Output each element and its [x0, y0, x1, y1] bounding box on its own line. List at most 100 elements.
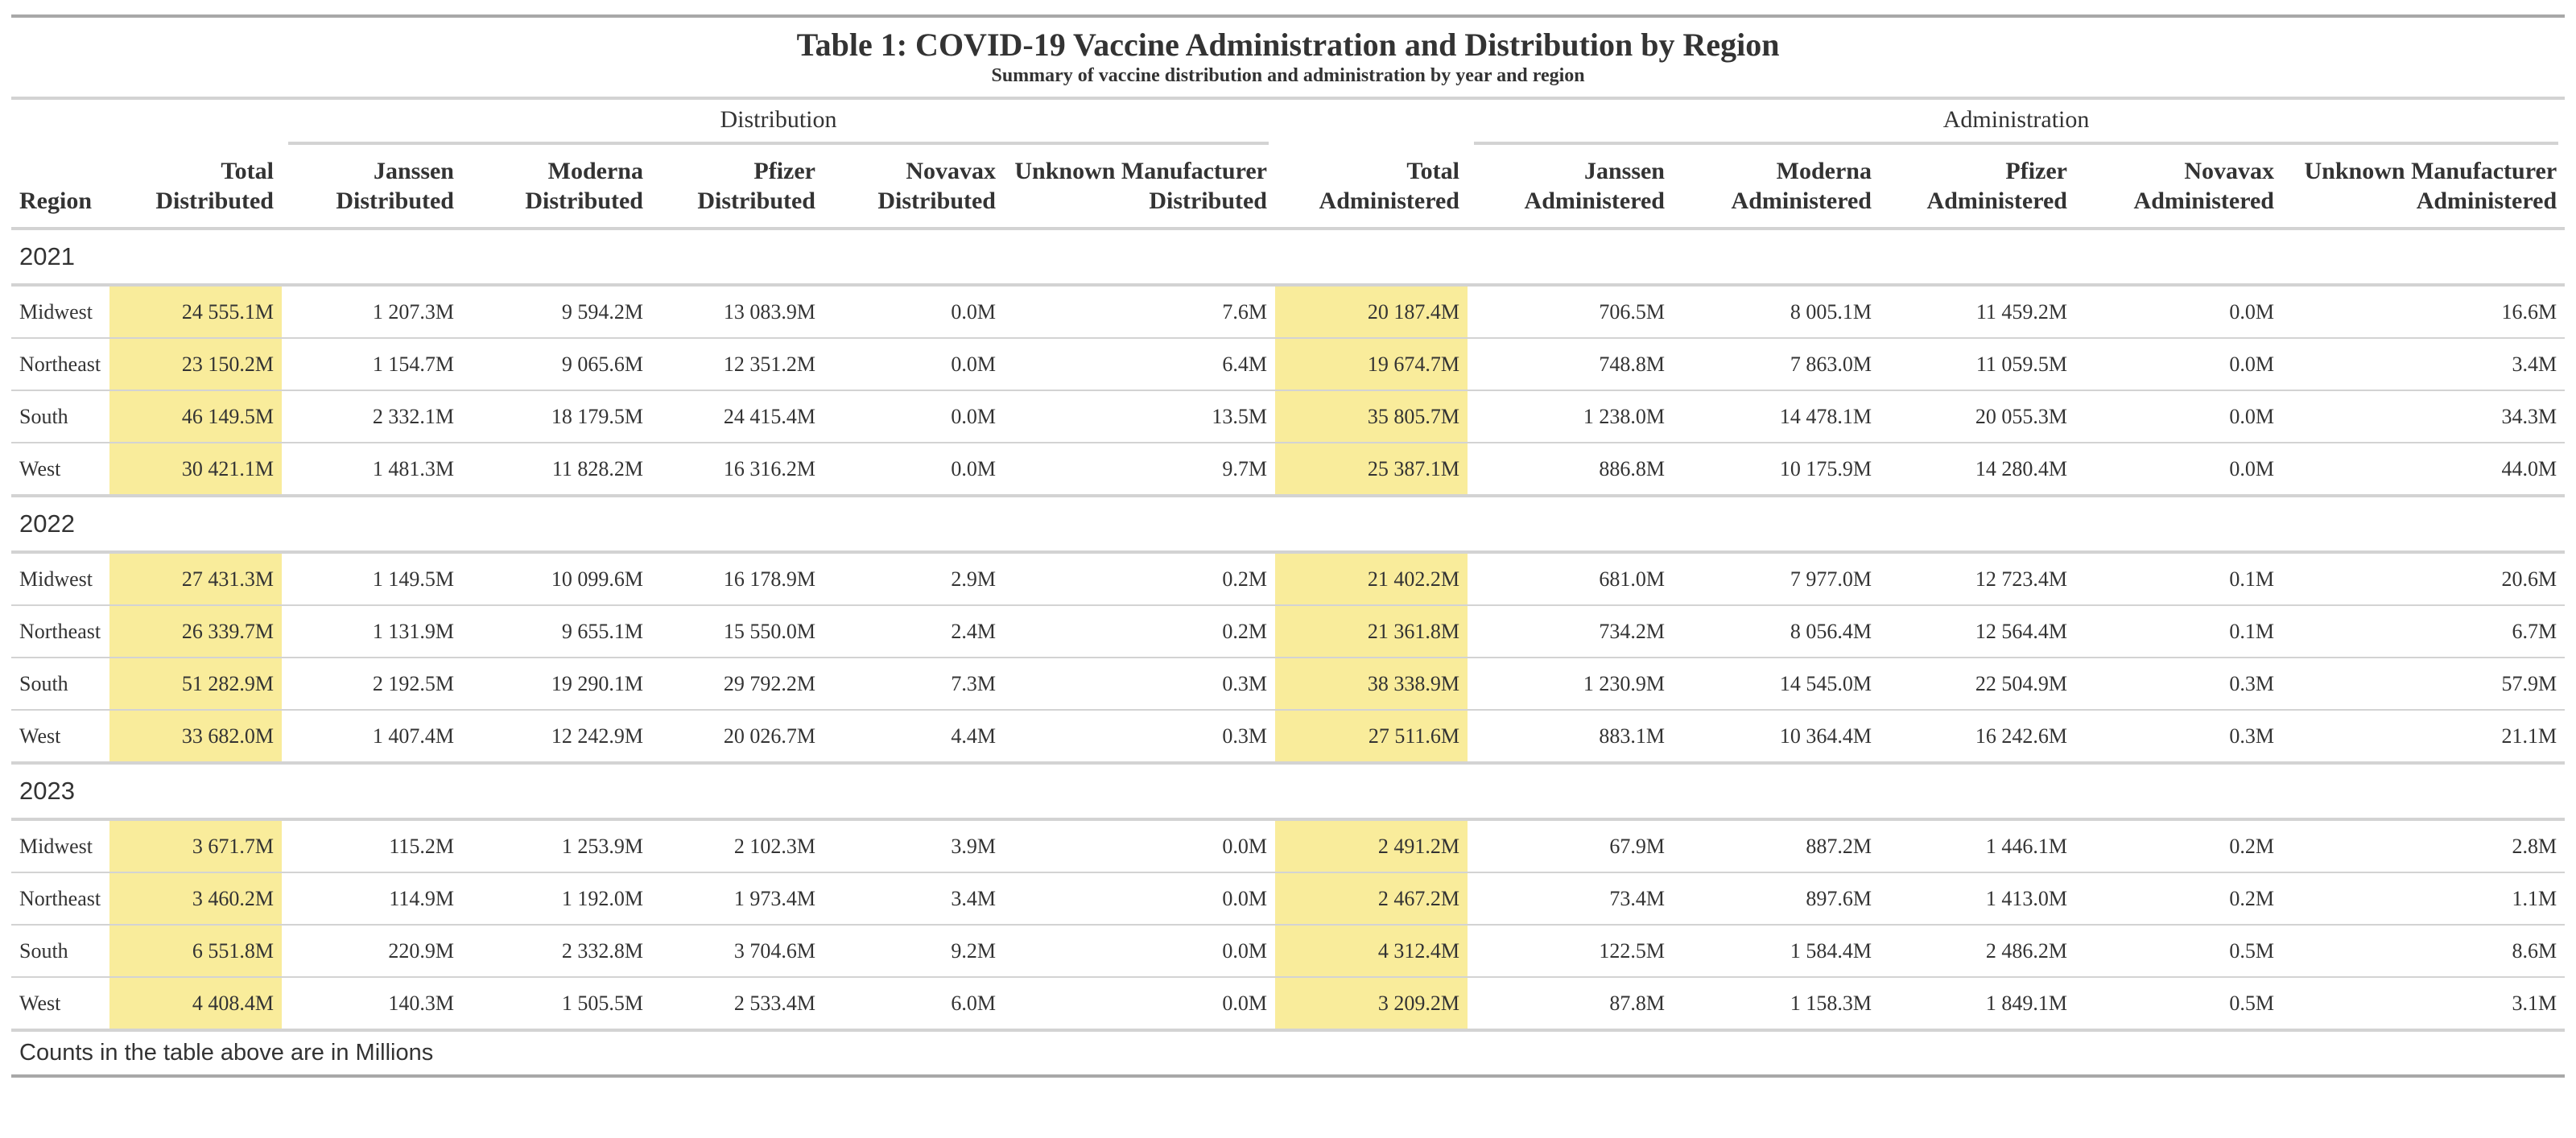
value-cell: 3.9M [824, 819, 1004, 873]
value-cell: 20 055.3M [1880, 390, 2075, 443]
region-cell: South [11, 658, 109, 711]
spanner-cell: Administration [1468, 98, 2565, 151]
value-cell: 46 149.5M [109, 390, 282, 443]
value-cell: 0.3M [1004, 658, 1275, 711]
value-cell: 0.0M [2075, 338, 2282, 391]
value-cell: 0.3M [2075, 710, 2282, 764]
value-cell: 8 056.4M [1673, 605, 1880, 658]
value-cell: 21 361.8M [1275, 605, 1468, 658]
spanner-empty [1275, 98, 1468, 151]
value-cell: 87.8M [1468, 977, 1673, 1031]
value-cell: 2 486.2M [1880, 925, 2075, 978]
value-cell: 73.4M [1468, 872, 1673, 926]
value-cell: 19 674.7M [1275, 338, 1468, 391]
value-cell: 1 505.5M [462, 977, 651, 1031]
value-cell: 1 158.3M [1673, 977, 1880, 1031]
value-cell: 27 511.6M [1275, 710, 1468, 764]
spanner-cell: Distribution [282, 98, 1275, 151]
title-row: Table 1: COVID-19 Vaccine Administration… [11, 16, 2565, 65]
value-cell: 1 230.9M [1468, 658, 1673, 711]
data-row: Northeast 23 150.2M 1 154.7M 9 065.6M 12 351… [11, 338, 2566, 391]
value-cell: 10 099.6M [462, 552, 651, 606]
value-cell: 16.6M [2282, 285, 2566, 339]
group-row: 2023 [11, 761, 2566, 821]
value-cell: 19 290.1M [462, 658, 651, 711]
value-cell: 2 467.2M [1275, 872, 1468, 926]
data-row: Midwest 3 671.7M 115.2M 1 253.9M 2 102.3M 3.9… [11, 819, 2566, 873]
value-cell: 16 242.6M [1880, 710, 2075, 764]
data-row: West 33 682.0M 1 407.4M 12 242.9M 20 026.7M 4… [11, 710, 2566, 764]
region-cell: Midwest [11, 819, 109, 873]
value-cell: 1 131.9M [282, 605, 462, 658]
value-cell: 15 550.0M [651, 605, 824, 658]
value-cell: 897.6M [1673, 872, 1880, 926]
region-cell: Northeast [11, 605, 109, 658]
value-cell: 6 551.8M [109, 925, 282, 978]
value-cell: 12 723.4M [1880, 552, 2075, 606]
value-cell: 0.1M [2075, 552, 2282, 606]
data-row: Midwest 24 555.1M 1 207.3M 9 594.2M 13 083.9… [11, 285, 2566, 339]
value-cell: 122.5M [1468, 925, 1673, 978]
value-cell: 1 238.0M [1468, 390, 1673, 443]
value-cell: 9.2M [824, 925, 1004, 978]
value-cell: 1 973.4M [651, 872, 824, 926]
value-cell: 7 863.0M [1673, 338, 1880, 391]
region-cell: West [11, 977, 109, 1031]
value-cell: 11 059.5M [1880, 338, 2075, 391]
footnote-row: Counts in the table above are in Million… [11, 1029, 2566, 1076]
table-body: 2021 Midwest 24 555.1M 1 207.3M 9 594.2M 13 0… [11, 227, 2566, 1076]
spanner-row: Distribution Administration [11, 98, 2565, 151]
column-header: Novavax Distributed [824, 151, 1004, 230]
value-cell: 220.9M [282, 925, 462, 978]
value-cell: 4.4M [824, 710, 1004, 764]
value-cell: 16 316.2M [651, 443, 824, 497]
value-cell: 26 339.7M [109, 605, 282, 658]
value-cell: 38 338.9M [1275, 658, 1468, 711]
value-cell: 0.0M [824, 285, 1004, 339]
value-cell: 27 431.3M [109, 552, 282, 606]
region-cell: West [11, 710, 109, 764]
table-wrap: Table 1: COVID-19 Vaccine Administration… [11, 14, 2566, 1078]
value-cell: 10 175.9M [1673, 443, 1880, 497]
value-cell: 13.5M [1004, 390, 1275, 443]
region-cell: Northeast [11, 872, 109, 926]
value-cell: 1 584.4M [1673, 925, 1880, 978]
value-cell: 6.4M [1004, 338, 1275, 391]
value-cell: 2 533.4M [651, 977, 824, 1031]
value-cell: 6.0M [824, 977, 1004, 1031]
value-cell: 1 149.5M [282, 552, 462, 606]
value-cell: 6.7M [2282, 605, 2566, 658]
value-cell: 0.1M [2075, 605, 2282, 658]
value-cell: 681.0M [1468, 552, 1673, 606]
column-header: Unknown Manufacturer Distributed [1004, 151, 1275, 230]
value-cell: 11 828.2M [462, 443, 651, 497]
value-cell: 7.6M [1004, 285, 1275, 339]
column-header: Novavax Administered [2075, 151, 2282, 230]
value-cell: 0.5M [2075, 925, 2282, 978]
spanner-label: Administration [1474, 106, 2559, 145]
data-row: South 46 149.5M 2 332.1M 18 179.5M 24 415.4M… [11, 390, 2566, 443]
table-head: Table 1: COVID-19 Vaccine Administration… [11, 16, 2566, 230]
value-cell: 2 332.8M [462, 925, 651, 978]
value-cell: 21 402.2M [1275, 552, 1468, 606]
data-row: Midwest 27 431.3M 1 149.5M 10 099.6M 16 178.… [11, 552, 2566, 606]
value-cell: 886.8M [1468, 443, 1673, 497]
value-cell: 0.5M [2075, 977, 2282, 1031]
value-cell: 115.2M [282, 819, 462, 873]
value-cell: 4 408.4M [109, 977, 282, 1031]
subtitle-row: Summary of vaccine distribution and admi… [11, 65, 2566, 100]
group-row: 2021 [11, 227, 2566, 287]
region-cell: Midwest [11, 552, 109, 606]
spanner-empty [11, 98, 282, 151]
value-cell: 20 187.4M [1275, 285, 1468, 339]
value-cell: 2.4M [824, 605, 1004, 658]
group-label: 2023 [11, 761, 2566, 821]
value-cell: 24 555.1M [109, 285, 282, 339]
region-cell: Northeast [11, 338, 109, 391]
value-cell: 0.0M [1004, 819, 1275, 873]
value-cell: 3 671.7M [109, 819, 282, 873]
value-cell: 23 150.2M [109, 338, 282, 391]
column-header: Region [11, 151, 109, 230]
value-cell: 35 805.7M [1275, 390, 1468, 443]
value-cell: 1 849.1M [1880, 977, 2075, 1031]
